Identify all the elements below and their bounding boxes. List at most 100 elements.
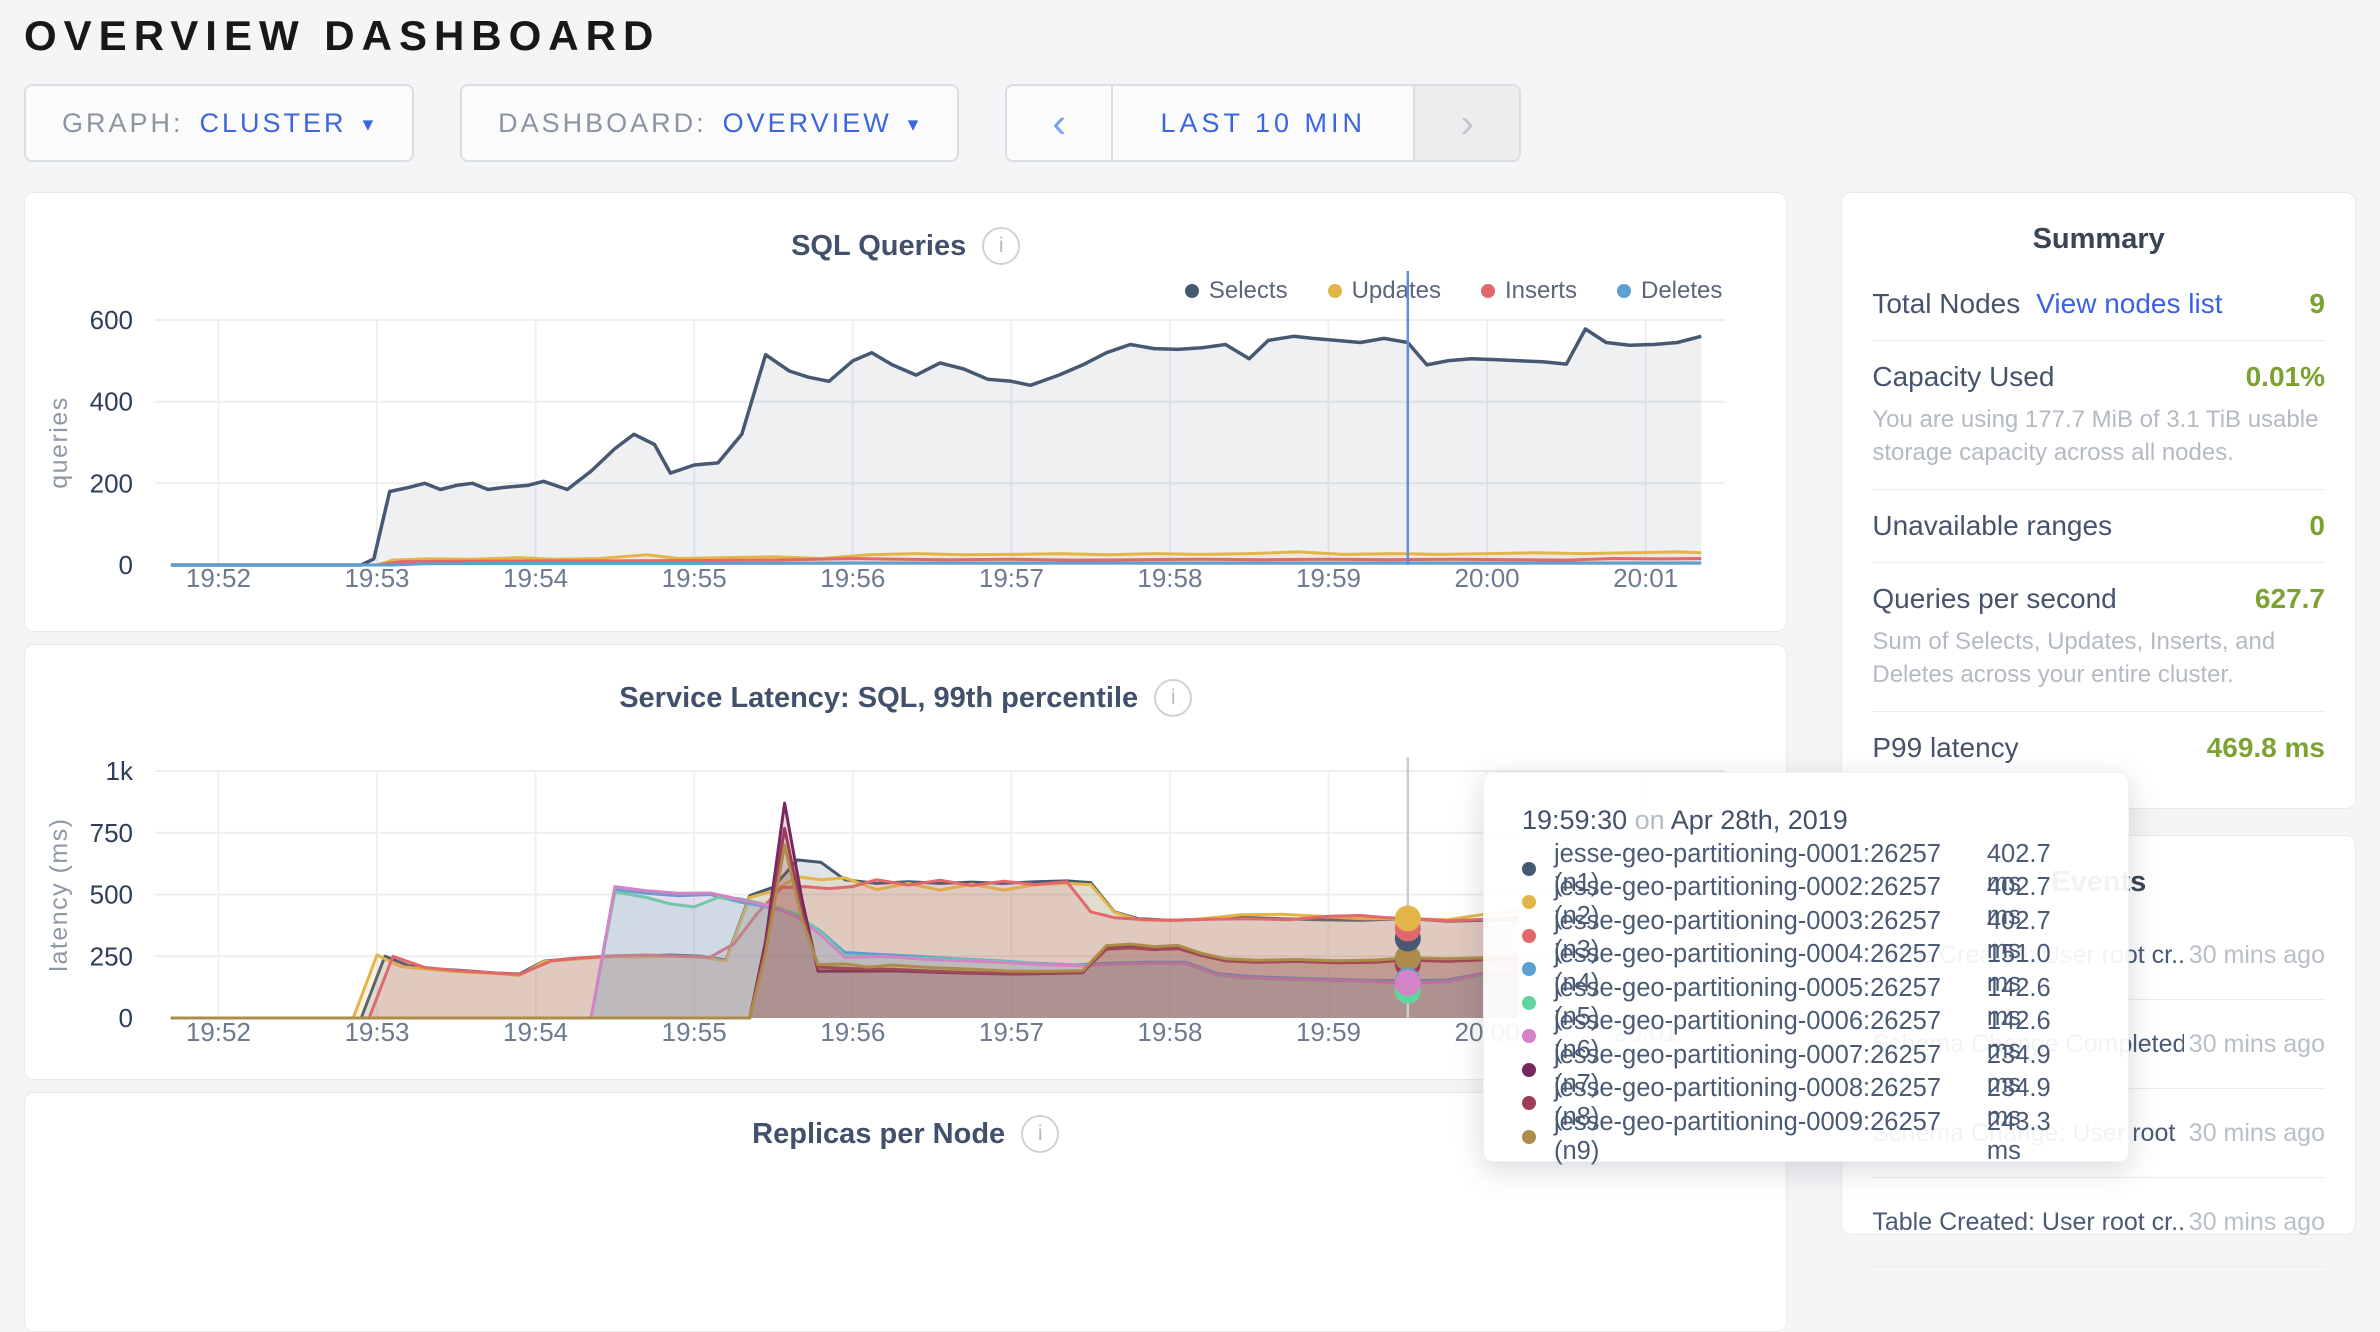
chevron-right-icon: › [1460, 99, 1475, 146]
series-dot-icon [1522, 1062, 1536, 1077]
tooltip-row: jesse-geo-partitioning-0004:26257 (n4) 15… [1522, 940, 2090, 997]
event-row: Table Created: User root cr...30 mins ag… [1872, 1178, 2325, 1268]
svg-text:400: 400 [90, 387, 133, 417]
dashboard-dropdown-value: OVERVIEW [722, 107, 892, 138]
svg-text:19:59: 19:59 [1296, 563, 1361, 593]
dashboard-dropdown[interactable]: DASHBOARD: OVERVIEW ▾ [460, 84, 960, 162]
view-nodes-link[interactable]: View nodes list [2036, 288, 2223, 319]
legend-item-deletes[interactable]: Deletes [1616, 277, 1723, 305]
tooltip-node-value: 402.7 ms [1986, 873, 2051, 931]
summary-label: Capacity Used [1872, 361, 2055, 392]
summary-subtext: You are using 177.7 MiB of 3.1 TiB usabl… [1872, 406, 2319, 467]
dashboard-dropdown-label: DASHBOARD: [498, 107, 707, 138]
svg-text:19:52: 19:52 [186, 1017, 251, 1047]
tooltip-row: jesse-geo-partitioning-0009:26257 (n9) 24… [1522, 1108, 2090, 1165]
summary-row: Capacity Used 0.01% You are using 177.7 Mi… [1872, 341, 2325, 491]
summary-value: 0.01% [2245, 361, 2325, 392]
info-icon[interactable]: i [1154, 679, 1193, 717]
tooltip-row: jesse-geo-partitioning-0001:26257 (n1) 40… [1522, 840, 2090, 897]
chevron-down-icon: ▾ [362, 112, 377, 136]
time-prev-button[interactable]: ‹ [1007, 86, 1111, 160]
summary-value: 0 [2309, 510, 2325, 542]
chart-title-text: Service Latency: SQL, 99th percentile [619, 681, 1139, 714]
svg-text:latency (ms): latency (ms) [45, 817, 73, 971]
event-time: 30 mins ago [2188, 1208, 2325, 1237]
tooltip-node-value: 151.0 ms [1986, 940, 2051, 998]
chevron-left-icon: ‹ [1052, 99, 1067, 146]
sql-queries-chart[interactable]: 19:52 19:53 19:54 19:55 19:56 19:57 19:58 19:59… [25, 193, 1793, 633]
svg-text:19:52: 19:52 [186, 563, 251, 593]
graph-dropdown-value: CLUSTER [199, 107, 347, 138]
legend-item-inserts[interactable]: Inserts [1480, 277, 1577, 305]
tooltip-date: Apr 28th, 2019 [1670, 805, 1848, 835]
tooltip-node-name: jesse-geo-partitioning-0005:26257 (n5) [1554, 973, 1942, 1031]
info-icon[interactable]: i [982, 227, 1021, 265]
legend-label: Inserts [1504, 277, 1577, 304]
chart-hover-tooltip: 19:59:30 on Apr 28th, 2019 jesse-geo-par… [1483, 772, 2129, 1165]
tooltip-row: jesse-geo-partitioning-0007:26257 (n7) 23… [1522, 1041, 2090, 1098]
svg-text:19:58: 19:58 [1137, 563, 1202, 593]
service-latency-chart[interactable]: 19:52 19:53 19:54 19:55 19:56 19:57 19:58 19:59… [25, 645, 1793, 1081]
series-dot-icon [1616, 284, 1631, 298]
overview-dashboard-page: { "page": {"title": "OVERVIEW DASHBOARD"… [0, 12, 2380, 1332]
summary-row: Queries per second 627.7 Sum of Selects, U… [1872, 563, 2325, 713]
legend-item-updates[interactable]: Updates [1327, 277, 1441, 305]
dashboard-controls: GRAPH: CLUSTER ▾ DASHBOARD: OVERVIEW ▾ ‹… [24, 84, 2380, 162]
summary-title: Summary [2032, 223, 2165, 255]
svg-text:queries: queries [45, 396, 73, 489]
tooltip-time: 19:59:30 [1522, 805, 1628, 835]
svg-text:19:54: 19:54 [503, 1017, 568, 1047]
tooltip-node-value: 234.9 ms [1986, 1074, 2051, 1132]
sql-queries-chart-panel: SQL Queries i Selects Updates Inserts Delet… [24, 192, 1788, 632]
summary-row: P99 latency 469.8 ms [1872, 712, 2325, 784]
svg-text:19:55: 19:55 [662, 563, 727, 593]
svg-text:19:53: 19:53 [344, 563, 409, 593]
chart-title-sql-queries: SQL Queries i [25, 227, 1786, 265]
summary-label: Unavailable ranges [1872, 510, 2113, 542]
series-dot-icon [1327, 284, 1342, 298]
time-range-button[interactable]: LAST 10 MIN [1111, 86, 1416, 160]
tooltip-rows: jesse-geo-partitioning-0001:26257 (n1) 40… [1522, 840, 2090, 1165]
summary-panel: Summary Total Nodes View nodes list 9 Capac… [1841, 192, 2356, 810]
chevron-down-icon: ▾ [907, 112, 922, 136]
summary-value: 627.7 [2254, 583, 2325, 615]
svg-text:0: 0 [119, 550, 133, 580]
svg-text:750: 750 [90, 818, 133, 848]
legend-item-selects[interactable]: Selects [1184, 277, 1288, 305]
summary-row: Unavailable ranges 0 [1872, 490, 2325, 564]
summary-value: 9 [2309, 288, 2325, 319]
graph-dropdown-label: GRAPH: [62, 107, 184, 138]
series-dot-icon [1522, 1129, 1536, 1144]
svg-text:20:01: 20:01 [1613, 563, 1678, 593]
chart-title-service-latency: Service Latency: SQL, 99th percentile i [25, 679, 1786, 717]
legend-label: Deletes [1640, 277, 1723, 304]
svg-text:19:56: 19:56 [820, 563, 885, 593]
svg-text:1k: 1k [106, 756, 134, 786]
graph-dropdown[interactable]: GRAPH: CLUSTER ▾ [24, 84, 415, 162]
series-dot-icon [1522, 995, 1536, 1010]
summary-value: 469.8 ms [2206, 732, 2325, 764]
svg-text:500: 500 [90, 880, 133, 910]
tooltip-row: jesse-geo-partitioning-0006:26257 (n6) 14… [1522, 1007, 2090, 1064]
tooltip-node-name: jesse-geo-partitioning-0003:26257 (n3) [1554, 906, 1942, 964]
tooltip-node-value: 243.3 ms [1986, 1107, 2051, 1165]
chart-title-replicas-per-node: Replicas per Node i [25, 1115, 1786, 1153]
svg-text:19:57: 19:57 [979, 563, 1044, 593]
summary-rows: Total Nodes View nodes list 9 Capacity Used… [1872, 268, 2325, 784]
svg-text:20:00: 20:00 [1455, 563, 1520, 593]
series-dot-icon [1522, 962, 1536, 977]
chart-title-text: Replicas per Node [752, 1117, 1006, 1150]
time-next-button[interactable]: › [1415, 86, 1520, 160]
svg-text:250: 250 [90, 941, 133, 971]
summary-label: Total Nodes View nodes list [1872, 288, 2223, 319]
svg-text:19:59: 19:59 [1296, 1017, 1361, 1047]
tooltip-node-value: 142.6 ms [1986, 973, 2051, 1031]
event-text: Table Created: User root cr... [1872, 1207, 2185, 1236]
series-dot-icon [1522, 895, 1536, 910]
tooltip-row: jesse-geo-partitioning-0008:26257 (n8) 23… [1522, 1074, 2090, 1131]
info-icon[interactable]: i [1021, 1115, 1060, 1153]
series-dot-icon [1522, 928, 1536, 943]
svg-text:600: 600 [90, 305, 133, 335]
tooltip-node-name: jesse-geo-partitioning-0002:26257 (n2) [1554, 873, 1942, 931]
legend-label: Selects [1208, 277, 1288, 304]
